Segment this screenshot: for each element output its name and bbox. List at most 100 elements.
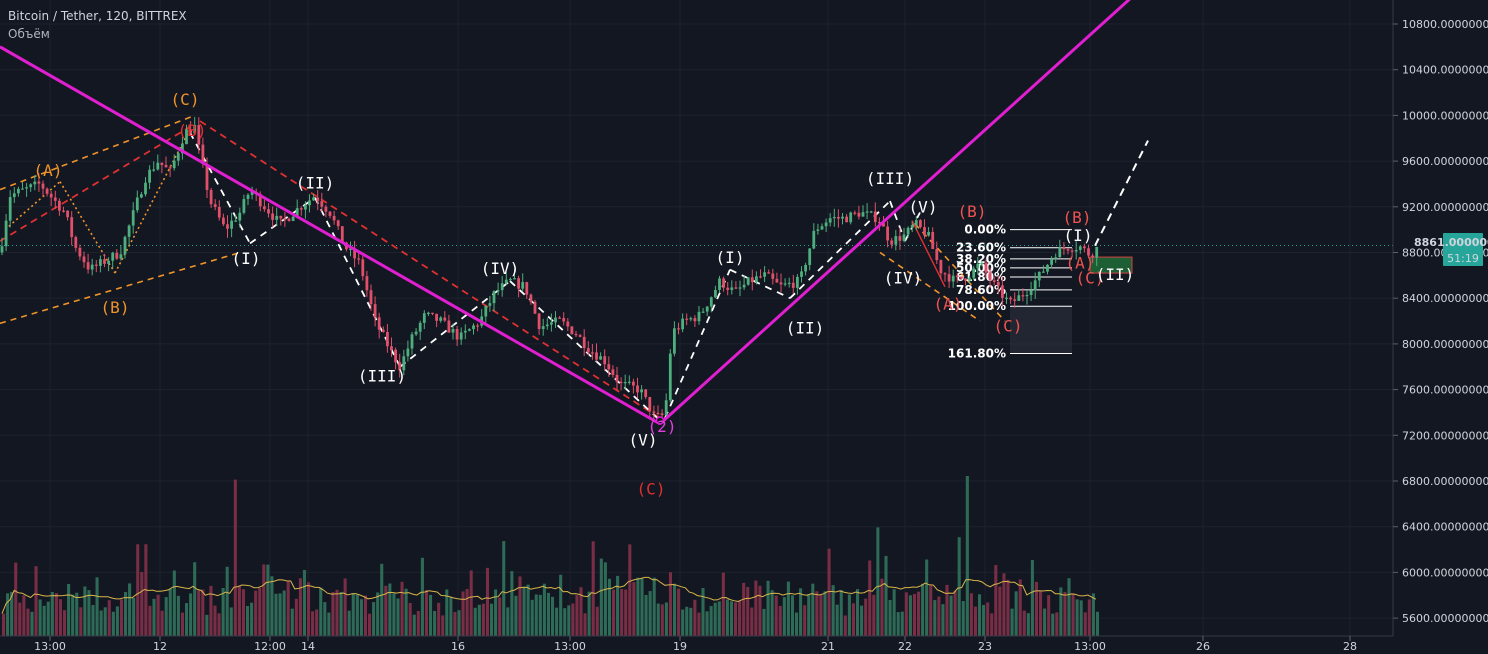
volume-bar: [1083, 612, 1087, 636]
candle-body: [1017, 295, 1021, 301]
candle-body: [230, 220, 233, 229]
volume-bar: [790, 595, 794, 636]
candle-body: [168, 167, 172, 169]
candle-body: [996, 281, 1000, 286]
candle-body: [845, 216, 848, 223]
candle-body: [111, 252, 115, 261]
candle-body: [742, 284, 746, 288]
volume-bar: [290, 608, 294, 636]
volume-bar: [603, 562, 607, 636]
volume-bar: [888, 600, 892, 636]
volume-bar: [38, 599, 42, 636]
volume-bar: [652, 577, 656, 636]
candle-body: [267, 209, 270, 214]
volume-bar: [209, 585, 213, 636]
volume-bar: [542, 583, 546, 636]
volume-bar: [498, 597, 502, 636]
candle-body: [402, 356, 406, 371]
candle-body: [759, 276, 762, 278]
wave-label: (B): [1063, 208, 1092, 227]
candle-body: [746, 277, 750, 285]
volume-bar: [1039, 591, 1043, 636]
volume-bar: [815, 591, 819, 636]
volume-bar: [847, 594, 851, 636]
price-tick-label: 5600.00000000: [1402, 612, 1488, 625]
volume-bar: [1059, 587, 1063, 636]
candle-body: [554, 317, 557, 323]
volume-bar: [1071, 593, 1075, 636]
volume-bar: [282, 590, 286, 636]
candle-body: [74, 237, 78, 248]
wave-label: (2): [648, 417, 677, 436]
volume-bar: [103, 607, 107, 636]
time-axis[interactable]: 13:00 12 12:00 14 16 13:00 19 21 22 23 13:00 26 28: [0, 635, 1393, 653]
candle-body: [738, 287, 742, 289]
candle-body: [927, 231, 930, 236]
candle-body: [837, 216, 840, 219]
volume-bar: [6, 593, 10, 636]
wave-label: (B): [101, 298, 130, 317]
candle-body: [201, 144, 205, 164]
volume-bar: [892, 589, 896, 636]
volume-bar: [10, 591, 14, 636]
orange-abc-upper: [914, 223, 1006, 322]
candle-body: [12, 193, 16, 198]
white-wave-segment: [399, 280, 511, 368]
volume-bar: [376, 592, 380, 636]
volume-bar: [1055, 612, 1059, 636]
grid: [0, 0, 1393, 636]
volume-bar: [1067, 578, 1071, 636]
candle-body: [574, 334, 578, 336]
candle-body: [135, 197, 139, 211]
candle-body: [94, 264, 98, 266]
volume-bar: [994, 565, 998, 636]
candle-body: [181, 144, 184, 154]
candle-body: [578, 335, 582, 337]
volume-bar: [982, 604, 986, 636]
volume-bar: [408, 602, 412, 636]
price-axis[interactable]: 10800.00000000 10400.00000000 10000.000000…: [1392, 0, 1488, 654]
candle-body: [488, 303, 492, 306]
volume-bar: [709, 606, 713, 636]
volume-bar: [583, 613, 587, 636]
volume-bar: [624, 589, 628, 636]
white-wave-segment: [509, 280, 661, 422]
volume-bar: [26, 608, 30, 636]
candle-body: [209, 189, 213, 205]
volume-bar: [465, 589, 469, 636]
candle-body: [90, 264, 94, 270]
volume-bar: [1087, 599, 1091, 636]
volume-bar: [961, 601, 965, 636]
volume-bar: [54, 593, 58, 636]
volume-bar: [978, 594, 982, 636]
volume-bar: [555, 607, 559, 636]
candle-body: [123, 236, 127, 255]
candle-body: [902, 234, 906, 241]
volume-bar: [538, 594, 542, 636]
volume-bar: [380, 563, 384, 636]
price-tick-label: 8000.00000000: [1402, 338, 1488, 351]
volume-bar: [851, 603, 855, 636]
volume-bar: [514, 595, 518, 636]
volume-bar: [270, 576, 274, 636]
candle-body: [99, 259, 102, 266]
volume-bar: [400, 581, 404, 636]
volume-bar: [111, 611, 115, 636]
price-tick-label: 6800.00000000: [1402, 475, 1488, 488]
time-tick-label: 22: [898, 640, 912, 653]
time-tick-label: 14: [301, 640, 315, 653]
volume-bar: [132, 597, 136, 636]
volume-bar: [416, 610, 420, 636]
price-tick-label: 6000.00000000: [1402, 566, 1488, 579]
fib-level-label: 100.00%: [948, 299, 1006, 313]
candle-body: [988, 272, 992, 281]
volume-bar: [559, 574, 563, 636]
volume-bar: [1010, 608, 1014, 636]
volume-bar: [811, 583, 815, 636]
candle-body: [1033, 280, 1037, 291]
volume-bar: [420, 557, 424, 636]
candle-body: [349, 248, 352, 250]
wave-label: (II): [786, 319, 825, 338]
volume-bar: [860, 605, 864, 636]
